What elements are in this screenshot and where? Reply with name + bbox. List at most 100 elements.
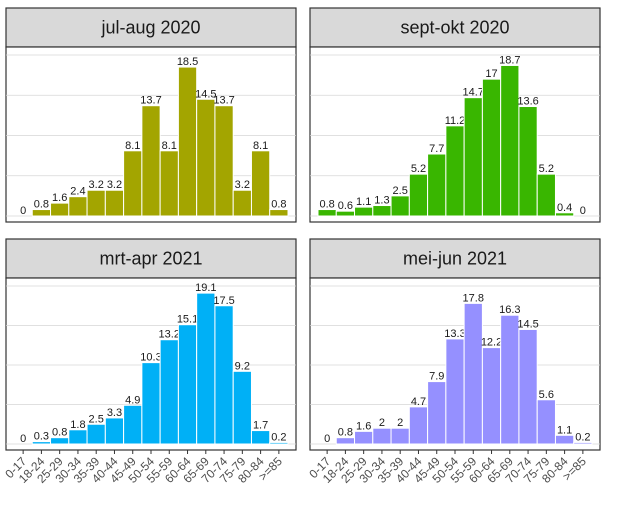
data-label-0-17: 0 [324, 433, 330, 445]
data-label-60-64: 18.5 [177, 56, 198, 68]
data-label-50-54: 13.3 [444, 328, 465, 340]
bar-80-84 [554, 434, 575, 445]
bar-65-69 [500, 64, 520, 217]
bar-80-84 [554, 212, 575, 217]
bar-25-29 [354, 206, 374, 217]
bar-80-84 [250, 430, 271, 445]
data-label-65-69: 19.1 [195, 282, 216, 294]
bar-40-44 [408, 406, 429, 445]
data-label-75-79: 9.2 [235, 360, 250, 372]
bar-30-34 [68, 196, 88, 217]
data-label-75-79: 5.6 [539, 389, 554, 401]
data-label-35-39: 2.5 [89, 413, 104, 425]
bar-25-29 [354, 430, 374, 445]
data-label-60-64: 15.1 [177, 314, 198, 326]
bar-35-39 [390, 427, 410, 445]
bar-45-49 [123, 404, 143, 445]
data-label-65-69: 18.7 [499, 54, 520, 66]
bar-65-69 [196, 98, 216, 217]
bar-35-39 [390, 195, 410, 217]
data-label-25-29: 0.8 [52, 427, 67, 439]
panel-title: jul-aug 2020 [100, 18, 200, 38]
data-label-18-24: 0.3 [34, 431, 49, 443]
data-label-35-39: 2 [397, 417, 403, 429]
data-label-55-59: 14.7 [463, 87, 484, 99]
data-label-70-74: 13.6 [517, 96, 538, 108]
data-label-25-29: 1.6 [52, 192, 67, 204]
bar-40-44 [104, 189, 125, 217]
data-label-0-17: 0.8 [319, 199, 334, 211]
bar-40-44 [104, 417, 125, 445]
bar->=85 [573, 441, 593, 445]
data-label-70-74: 17.5 [213, 295, 234, 307]
bar-45-49 [427, 381, 447, 445]
bar-45-49 [427, 153, 447, 217]
data-label-40-44: 5.2 [411, 163, 426, 175]
bar->=85 [269, 441, 289, 445]
data-label-45-49: 7.9 [429, 371, 444, 383]
data-label-0-17: 0 [20, 433, 26, 445]
data-label-30-34: 1.8 [70, 419, 85, 431]
data-label->=85: 0.2 [575, 431, 590, 443]
data-label-35-39: 3.2 [89, 179, 104, 191]
bar-30-34 [68, 429, 88, 445]
data-label-55-59: 8.1 [162, 140, 177, 152]
bar-35-39 [86, 423, 106, 445]
data-label-18-24: 0.8 [34, 199, 49, 211]
bar-60-64 [177, 324, 198, 445]
data-label->=85: 0 [580, 205, 586, 217]
data-label-55-59: 17.8 [463, 292, 484, 304]
bar-45-49 [123, 150, 143, 217]
data-label-65-69: 14.5 [195, 88, 216, 100]
data-label-50-54: 11.2 [445, 115, 466, 127]
bar-55-59 [463, 302, 483, 445]
data-label-40-44: 4.7 [411, 396, 426, 408]
bar-50-54 [445, 338, 465, 445]
data-label->=85: 0.8 [271, 199, 286, 211]
data-label-45-49: 8.1 [125, 140, 140, 152]
bar-80-84 [250, 150, 271, 217]
data-label-45-49: 4.9 [125, 394, 140, 406]
data-label-55-59: 13.2 [159, 329, 180, 341]
data-label-60-64: 17 [485, 68, 497, 80]
data-label-65-69: 16.3 [499, 304, 520, 316]
bar-75-79 [232, 370, 252, 445]
bar-65-69 [500, 314, 520, 445]
data-label-25-29: 1.1 [356, 196, 371, 208]
panel-title: sept-okt 2020 [400, 18, 509, 38]
bar-75-79 [536, 399, 556, 445]
bar-75-79 [232, 189, 252, 217]
bar-40-44 [408, 173, 429, 217]
panel-strip [5, 238, 297, 279]
bar-50-54 [445, 125, 465, 217]
data-label-18-24: 0.8 [338, 427, 353, 439]
data-label-40-44: 3.2 [107, 179, 122, 191]
panel-strip [5, 7, 297, 48]
data-label-50-54: 13.7 [140, 95, 161, 107]
bar-55-59 [159, 150, 179, 217]
bar->=85 [269, 209, 289, 217]
data-label-80-84: 1.7 [253, 420, 268, 432]
data-label-0-17: 0 [20, 205, 26, 217]
bar-60-64 [177, 66, 198, 217]
bar-70-74 [214, 305, 234, 445]
data-label-70-74: 14.5 [517, 318, 538, 330]
data-label-80-84: 8.1 [253, 140, 268, 152]
data-label-40-44: 3.3 [107, 407, 122, 419]
data-label-60-64: 12.2 [481, 337, 502, 349]
bar-70-74 [518, 328, 538, 445]
bar-55-59 [159, 339, 179, 445]
panel-3: mrt-apr 2021 0 0.3 0.81.8 2.53.34.9 10.3 13.2 1… [5, 238, 297, 451]
bar-30-34 [372, 427, 392, 445]
data-label-30-34: 1.3 [374, 195, 389, 207]
data-label-25-29: 1.6 [356, 420, 371, 432]
bar-35-39 [86, 189, 106, 217]
bar-50-54 [141, 362, 161, 445]
data-label-30-34: 2 [379, 417, 385, 429]
panel-title: mei-jun 2021 [403, 249, 507, 269]
data-label-80-84: 0.4 [557, 202, 572, 214]
data-label-45-49: 7.7 [429, 143, 444, 155]
